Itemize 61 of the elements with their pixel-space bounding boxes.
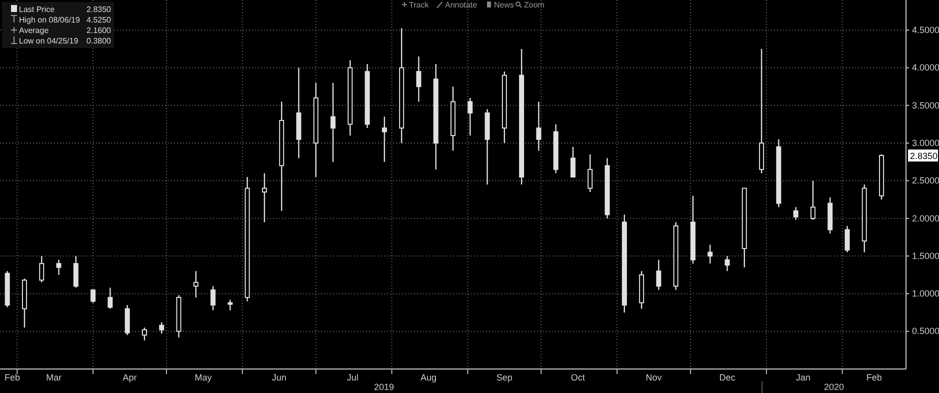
candlestick xyxy=(330,82,336,163)
annotation: 0.3800 xyxy=(86,36,112,46)
candlestick xyxy=(588,154,593,193)
candlestick xyxy=(656,259,662,291)
candlestick xyxy=(536,101,542,152)
annotation: Low on 04/25/19 xyxy=(19,36,79,46)
candlestick xyxy=(793,206,798,220)
candlestick xyxy=(468,97,473,136)
candlestick xyxy=(142,326,147,341)
x-tick-label: Jul xyxy=(346,372,358,383)
x-tick-label: Aug xyxy=(420,372,437,383)
text: 2019 xyxy=(374,382,394,392)
candlestick xyxy=(724,255,730,272)
annotation: Zoom xyxy=(524,0,545,10)
annotation: Annotate xyxy=(445,0,478,10)
candlestick xyxy=(810,180,816,220)
candlestick xyxy=(90,289,96,304)
y-tick-label: 3.5000 xyxy=(912,100,939,110)
candlestick xyxy=(416,56,422,102)
y-tick-label: 3.0000 xyxy=(912,138,939,148)
x-tick-label: Sep xyxy=(496,372,512,383)
candlestick xyxy=(382,116,387,163)
annotation: 4.5250 xyxy=(86,16,112,24)
x-tick-label: Apr xyxy=(122,372,137,383)
annotation: Track xyxy=(409,0,430,10)
annotation: Last Price xyxy=(19,5,56,14)
x-tick-label: Jun xyxy=(272,372,286,383)
y-tick-label: 0.5000 xyxy=(912,326,939,336)
text: 2020 xyxy=(824,382,844,392)
annotation: 2.8350 xyxy=(86,5,112,14)
candlestick xyxy=(193,270,198,298)
candlestick xyxy=(108,287,113,310)
y-tick-label: 1.0000 xyxy=(912,288,939,299)
candlestick xyxy=(844,225,850,253)
annotation: High on 08/06/19 xyxy=(19,16,80,24)
annotation: News xyxy=(494,0,514,10)
x-tick-label: May xyxy=(194,372,212,383)
x-tick-label: Oct xyxy=(570,372,586,383)
x-tick-label: Jan xyxy=(796,372,810,383)
candlestick xyxy=(228,299,233,311)
x-tick-label: Feb xyxy=(866,372,882,383)
candlestick xyxy=(39,255,44,283)
candlestick xyxy=(159,322,164,334)
y-tick-label: 2.0000 xyxy=(912,213,939,224)
annotation: 2.1600 xyxy=(86,26,112,35)
candlestick xyxy=(708,244,713,264)
annotation: 2.8350 xyxy=(910,151,938,162)
x-tick-label: Feb xyxy=(4,372,20,383)
x-tick-label: Mar xyxy=(46,372,62,383)
candlestick xyxy=(73,255,78,288)
y-tick-label: 4.0000 xyxy=(912,62,939,73)
candlestick xyxy=(570,146,576,178)
candlestick xyxy=(262,172,267,223)
annotation: Average xyxy=(19,26,50,35)
y-tick-label: 4.5000 xyxy=(912,25,939,35)
y-tick-label: 1.5000 xyxy=(912,250,939,261)
candlestick xyxy=(210,286,216,311)
candlestick xyxy=(56,259,62,276)
x-tick-label: Dec xyxy=(719,372,736,383)
x-tick-label: Nov xyxy=(646,372,662,383)
y-tick-label: 2.5000 xyxy=(912,176,939,186)
